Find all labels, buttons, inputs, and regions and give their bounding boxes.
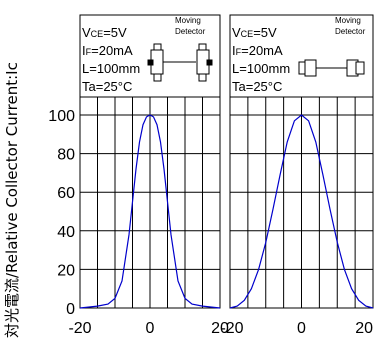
- y-tick-label: 80: [57, 147, 75, 164]
- y-tick-label: 100: [48, 108, 75, 125]
- y-tick-label: 60: [57, 185, 75, 202]
- panel-right-moving-label: Moving: [335, 16, 361, 25]
- x-tick-label: -20: [68, 320, 91, 337]
- x-tick-label: 0: [297, 320, 306, 337]
- y-tick-label: 20: [57, 262, 75, 279]
- x-tick-label: -20: [220, 320, 243, 337]
- panel-left-if: IF=20mA: [82, 43, 133, 58]
- panel-right-distance: L=100mm: [232, 61, 290, 76]
- panel-left-moving-label: Moving: [175, 16, 201, 25]
- panel-left: VCE=5V IF=20mA L=100mm Ta=25°C Moving De…: [79, 14, 221, 309]
- x-tick-label: 20: [355, 320, 373, 337]
- vertical-move-diagram-icon: [147, 43, 213, 82]
- panel-right-temperature: Ta=25°C: [232, 79, 282, 94]
- panel-left-distance: L=100mm: [82, 61, 140, 76]
- x-tick-labels: -20 0 20-20 0 20: [68, 320, 373, 337]
- series-line-left: [79, 114, 221, 309]
- x-tick-label: 20: [211, 320, 229, 337]
- y-axis-label: 対光電流/Relative Collector Current:Ic: [3, 62, 21, 338]
- panel-left-detector-label: Detector: [175, 27, 206, 36]
- y-tick-label: 40: [57, 224, 75, 241]
- series-line-right: [229, 114, 374, 309]
- x-tick-label: 0: [146, 320, 155, 337]
- panel-left-temperature: Ta=25°C: [82, 79, 132, 94]
- y-tick-label: 0: [66, 301, 75, 318]
- panel-left-grid: [80, 97, 220, 308]
- panel-right-grid: [230, 97, 373, 308]
- panel-right-vce: VCE=5V: [232, 25, 277, 40]
- panel-right-condition-box: [229, 14, 374, 98]
- y-tick-labels: 0 20 40 60 80 100: [48, 108, 75, 318]
- panel-right: VCE=5V IF=20mA L=100mm Ta=25°C Moving De…: [229, 14, 374, 309]
- panel-right-if: IF=20mA: [232, 43, 283, 58]
- panel-right-detector-label: Detector: [335, 27, 366, 36]
- horizontal-move-diagram-icon: [298, 59, 365, 77]
- panel-left-vce: VCE=5V: [82, 25, 127, 40]
